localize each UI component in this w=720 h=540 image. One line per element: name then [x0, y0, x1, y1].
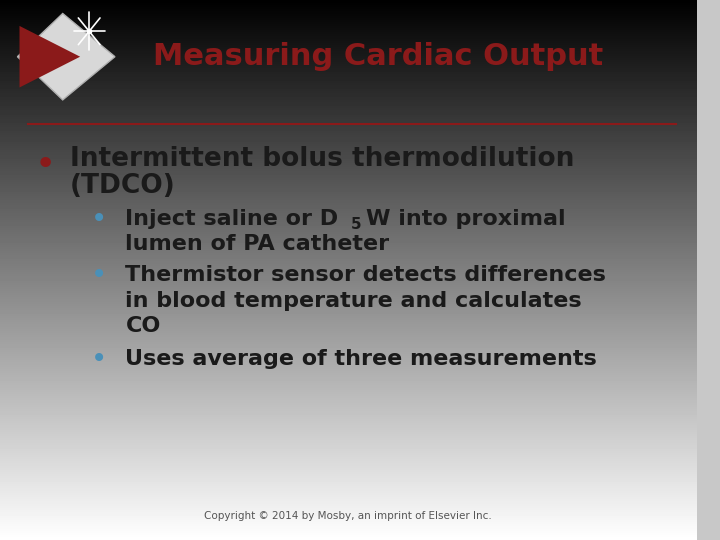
Text: Intermittent bolus thermodilution: Intermittent bolus thermodilution: [70, 146, 574, 172]
Text: Copyright © 2014 by Mosby, an imprint of Elsevier Inc.: Copyright © 2014 by Mosby, an imprint of…: [204, 511, 492, 521]
Polygon shape: [17, 14, 115, 100]
Text: •: •: [91, 205, 107, 233]
Text: CO: CO: [125, 316, 161, 336]
Text: Measuring Cardiac Output: Measuring Cardiac Output: [153, 42, 603, 71]
Text: Thermistor sensor detects differences: Thermistor sensor detects differences: [125, 265, 606, 286]
Text: in blood temperature and calculates: in blood temperature and calculates: [125, 291, 582, 311]
Text: lumen of PA catheter: lumen of PA catheter: [125, 234, 390, 254]
Text: •: •: [35, 148, 56, 181]
Text: •: •: [91, 345, 107, 373]
Text: Uses average of three measurements: Uses average of three measurements: [125, 349, 597, 369]
Polygon shape: [19, 26, 80, 87]
Text: W into proximal: W into proximal: [366, 208, 565, 229]
Text: •: •: [91, 261, 107, 289]
Text: Inject saline or D: Inject saline or D: [125, 208, 338, 229]
Text: 5: 5: [351, 217, 361, 232]
Text: (TDCO): (TDCO): [70, 173, 176, 199]
